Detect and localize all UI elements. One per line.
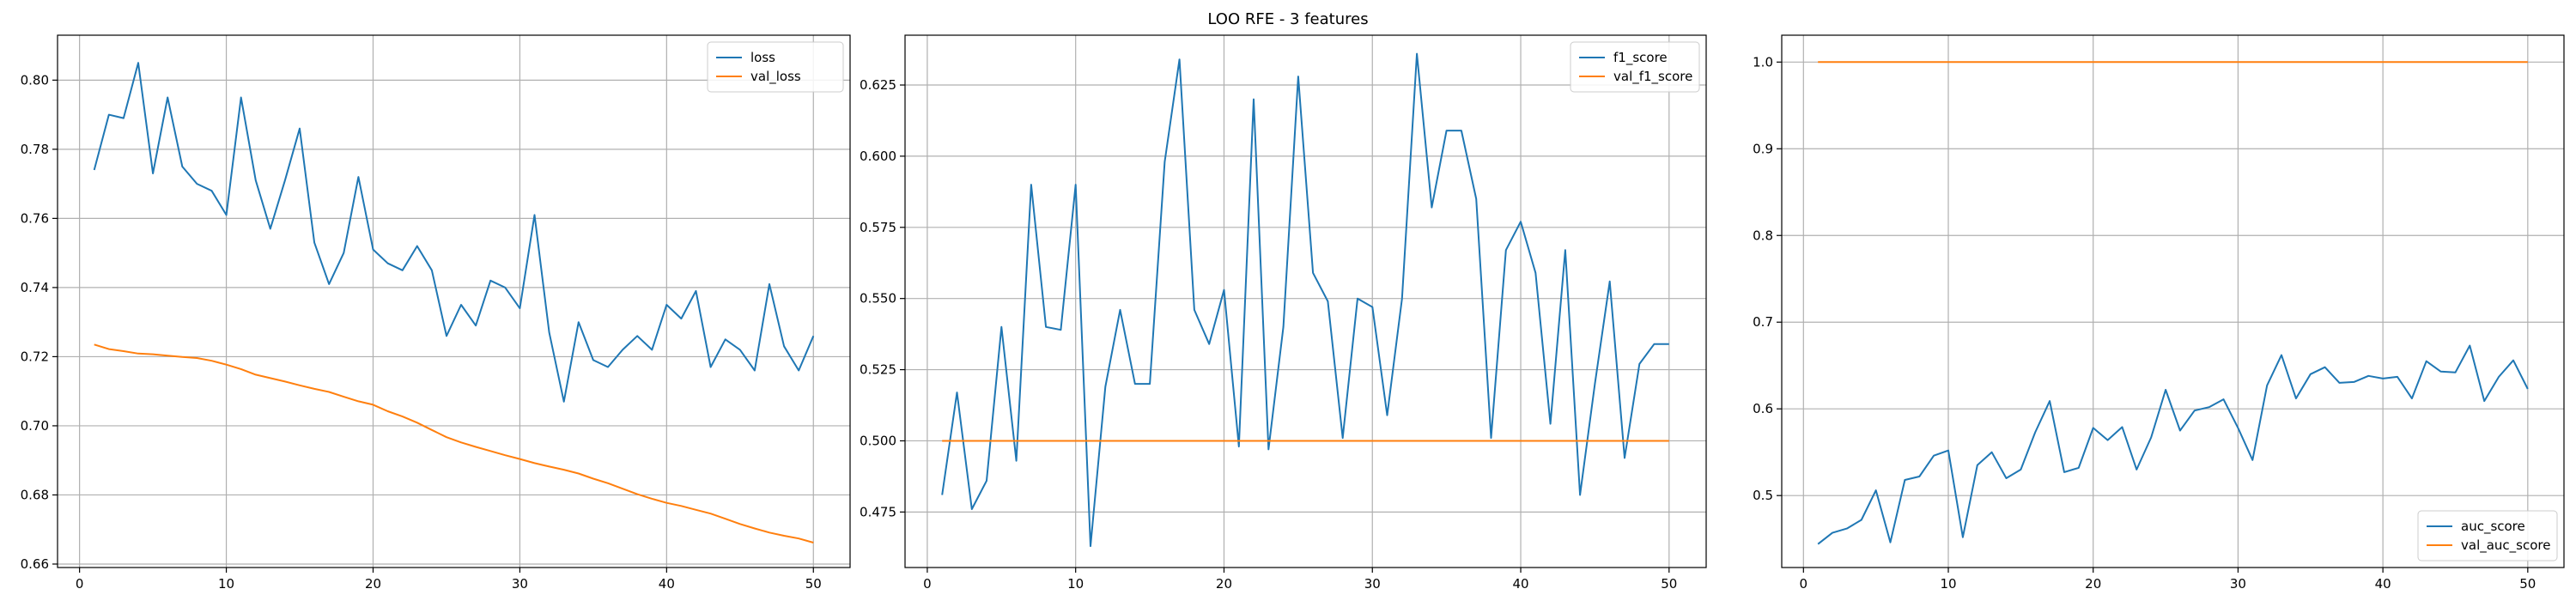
y-tick-label: 0.500 <box>860 433 896 448</box>
subplot-2: 0 10 20 30 40 50 0.475 0.500 0.525 0.550 0.575 0.60… <box>860 34 1707 592</box>
y-tick-label: 0.7 <box>1753 314 1773 330</box>
y-tick-label: 0.74 <box>21 280 49 295</box>
y-tick-label: 0.625 <box>860 77 896 93</box>
legend: loss val_loss <box>707 41 844 93</box>
y-tick-label: 0.76 <box>21 210 49 226</box>
legend-frame <box>2417 510 2558 562</box>
y-tick-label: 0.475 <box>860 504 896 519</box>
legend: auc_score val_auc_score <box>2417 510 2558 562</box>
y-tick-label: 0.525 <box>860 362 896 378</box>
x-tick-label: 50 <box>1661 576 1677 592</box>
series-line-val-loss <box>94 343 814 543</box>
y-tick-label: 0.575 <box>860 220 896 235</box>
subplot-container: 0 10 20 30 40 500.660.680.700.720.740.760.780… <box>21 34 2565 592</box>
x-tick-label: 20 <box>1216 576 1232 592</box>
series-line-auc-score <box>1817 344 2529 545</box>
y-tick-label: 0.78 <box>21 142 49 157</box>
x-tick-label: 40 <box>2375 576 2391 592</box>
x-tick-label: 50 <box>2519 576 2536 592</box>
legend-label: val_loss <box>750 69 801 85</box>
y-tick-label: 0.70 <box>21 418 49 434</box>
y-tick-label: 0.9 <box>1753 141 1773 156</box>
x-tick-label: 30 <box>1364 576 1381 592</box>
y-tick-label: 0.5 <box>1753 488 1773 503</box>
x-tick-label: 0 <box>923 576 932 592</box>
x-tick-label: 10 <box>1940 576 1956 592</box>
x-tick-label: 40 <box>1512 576 1528 592</box>
x-tick-label: 20 <box>2085 576 2101 592</box>
subplot-3: 0 10 20 30 40 50 0.5 0.6 0.7 0.8 0.9 1.0 auc_scoreva… <box>1753 34 2565 592</box>
y-tick-label: 0.80 <box>21 72 49 88</box>
y-tick-label: 0.600 <box>860 149 896 164</box>
x-tick-label: 30 <box>2230 576 2246 592</box>
y-tick-label: 1.0 <box>1753 54 1773 70</box>
legend-frame <box>707 41 844 93</box>
x-tick-label: 30 <box>512 576 528 592</box>
y-tick-label: 0.8 <box>1753 228 1773 243</box>
figure-title: LOO RFE - 3 features <box>1207 10 1368 28</box>
x-tick-label: 10 <box>1067 576 1084 592</box>
y-tick-label: 0.550 <box>860 291 896 307</box>
axes-frame <box>904 34 1707 568</box>
legend-label: val_auc_score <box>2461 537 2551 554</box>
x-tick-label: 10 <box>218 576 234 592</box>
x-tick-label: 0 <box>76 576 84 592</box>
legend: f1_score val_f1_score <box>1570 41 1700 93</box>
series-line-loss <box>93 62 815 403</box>
y-tick-label: 0.72 <box>21 349 49 364</box>
x-tick-label: 20 <box>365 576 381 592</box>
series-line-f1-score <box>941 52 1669 548</box>
legend-label: f1_score <box>1613 50 1668 66</box>
subplot-1: 0 10 20 30 40 50 0.66 0.68 0.70 0.72 0.74 0.76 0.78 0… <box>21 34 851 592</box>
legend-label: val_f1_score <box>1613 69 1692 85</box>
legend-label: auc_score <box>2461 519 2525 535</box>
axes-frame <box>57 34 851 568</box>
x-tick-label: 40 <box>659 576 675 592</box>
y-tick-label: 0.68 <box>21 487 49 502</box>
y-tick-label: 0.66 <box>21 556 49 572</box>
x-tick-label: 50 <box>805 576 822 592</box>
legend-label: loss <box>750 50 775 65</box>
y-tick-label: 0.6 <box>1753 401 1773 416</box>
x-tick-label: 0 <box>1800 576 1808 592</box>
legend-frame <box>1570 41 1700 93</box>
axes-frame <box>1781 34 2565 568</box>
